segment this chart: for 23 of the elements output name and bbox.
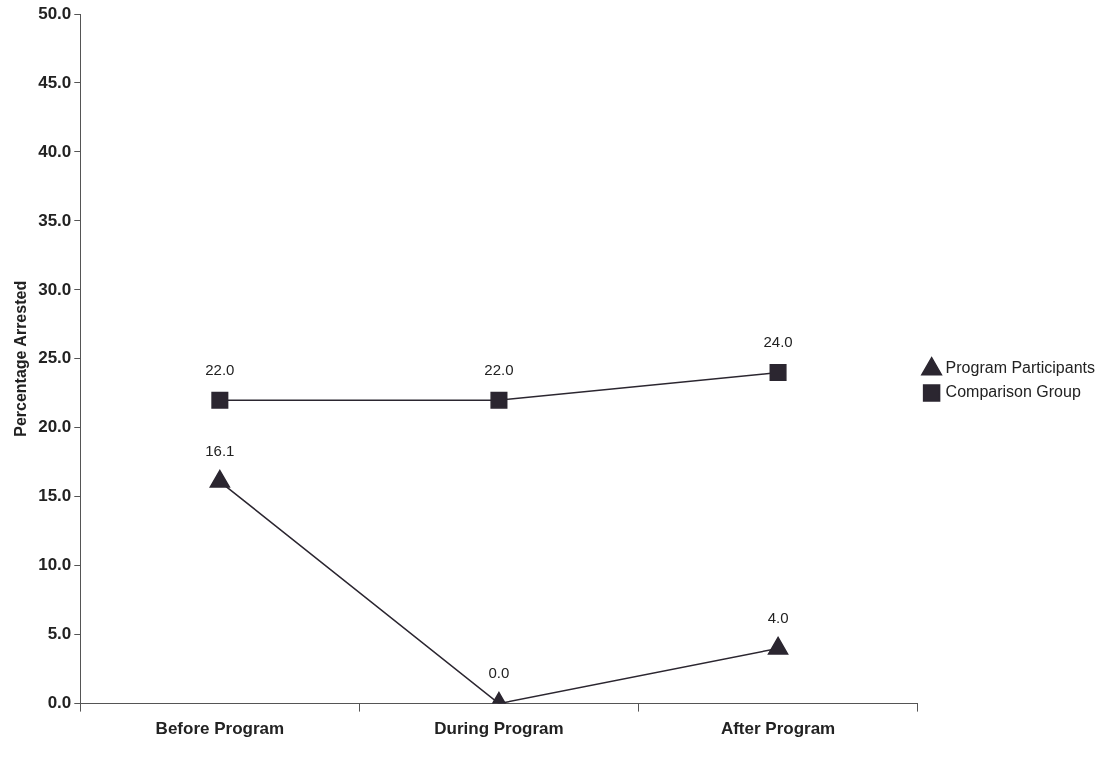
y-tick-label: 10.0 [38, 555, 72, 575]
y-axis-title: Percentage Arrested [12, 280, 30, 437]
y-tick-label: 30.0 [38, 279, 72, 299]
data-label: 4.0 [767, 609, 789, 627]
data-label: 22.0 [484, 360, 514, 378]
data-label: 0.0 [488, 664, 510, 682]
y-tick-label: 5.0 [47, 624, 72, 644]
y-tick-label: 25.0 [38, 348, 72, 368]
x-tick-label: After Program [720, 719, 836, 739]
y-tick-label: 0.0 [47, 693, 72, 713]
legend-label: Program Participants [945, 359, 1095, 377]
x-tick-label: During Program [434, 719, 564, 739]
y-tick-label: 35.0 [38, 210, 72, 230]
data-label: 24.0 [763, 333, 793, 351]
legend-label: Comparison Group [945, 383, 1081, 401]
y-tick-label: 45.0 [38, 72, 72, 92]
data-label: 16.1 [205, 442, 235, 460]
y-tick-label: 40.0 [38, 141, 72, 161]
y-tick-label: 50.0 [38, 3, 72, 23]
x-tick-label: Before Program [155, 719, 285, 739]
y-tick-label: 15.0 [38, 486, 72, 506]
data-label: 22.0 [205, 360, 235, 378]
y-tick-label: 20.0 [38, 417, 72, 437]
